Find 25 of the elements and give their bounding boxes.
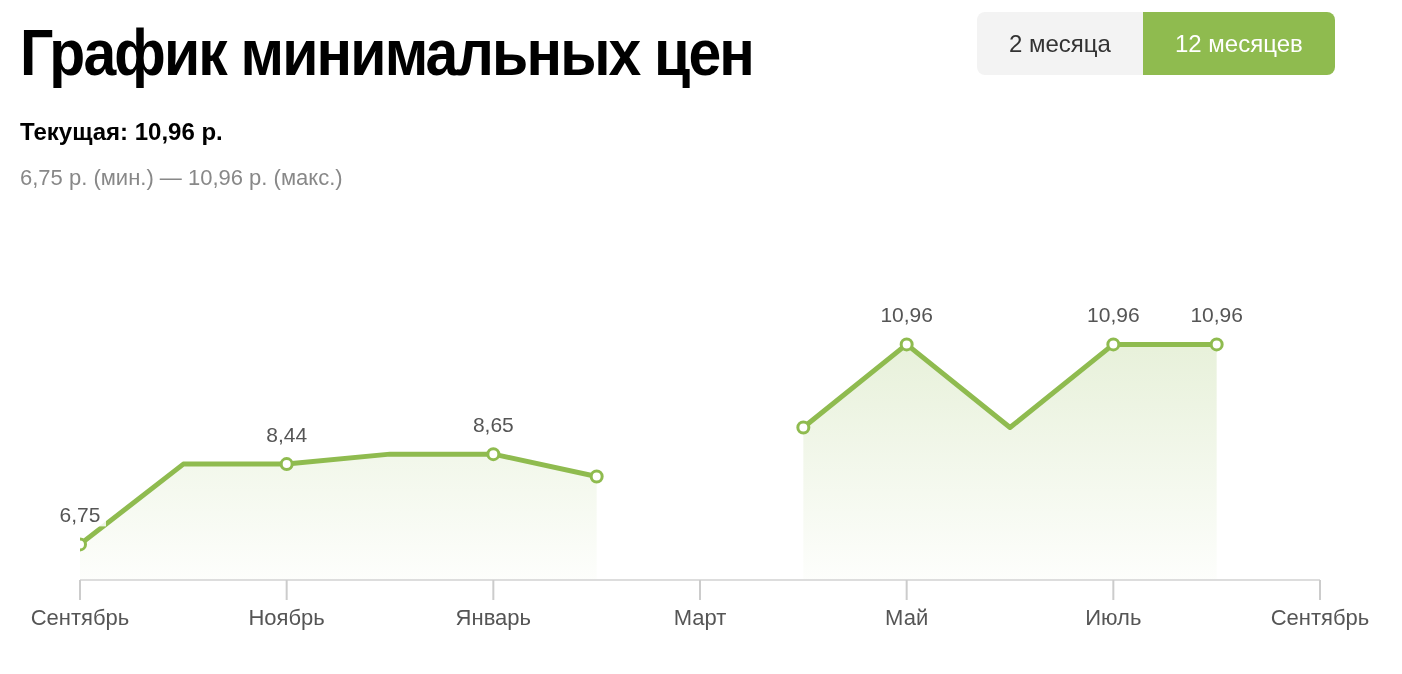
data-label: 10,96 bbox=[880, 302, 933, 326]
chart-subtitle: Текущая: 10,96 р. bbox=[20, 118, 223, 146]
x-tick-label: Сентябрь bbox=[30, 605, 130, 630]
x-tick-label: Март bbox=[673, 605, 727, 630]
data-label: 10,96 bbox=[1190, 302, 1243, 326]
text: 6,75 р. (мин.) — 10,96 р. (макс.) bbox=[20, 165, 343, 191]
x-tick-label: Январь bbox=[455, 605, 532, 630]
data-label: 8,65 bbox=[472, 412, 514, 436]
point bbox=[796, 420, 811, 435]
x-tick-label: Сентябрь bbox=[1270, 605, 1370, 630]
point bbox=[486, 447, 501, 462]
point bbox=[279, 457, 294, 472]
point bbox=[1209, 337, 1224, 352]
x-tick-label: Май bbox=[885, 605, 929, 630]
text: 12 месяцев bbox=[1142, 12, 1335, 75]
point bbox=[1106, 337, 1121, 352]
chart-title: График минимальных цен bbox=[20, 16, 754, 90]
text: 2 месяца bbox=[977, 12, 1143, 75]
x-tick-label: Ноябрь bbox=[248, 605, 325, 630]
point bbox=[589, 469, 604, 484]
data-label: 10,96 bbox=[1087, 302, 1140, 326]
point bbox=[899, 337, 914, 352]
data-label: 6,75 bbox=[59, 502, 101, 526]
x-tick-label: Июль bbox=[1085, 605, 1142, 630]
data-label: 8,44 bbox=[266, 422, 308, 446]
